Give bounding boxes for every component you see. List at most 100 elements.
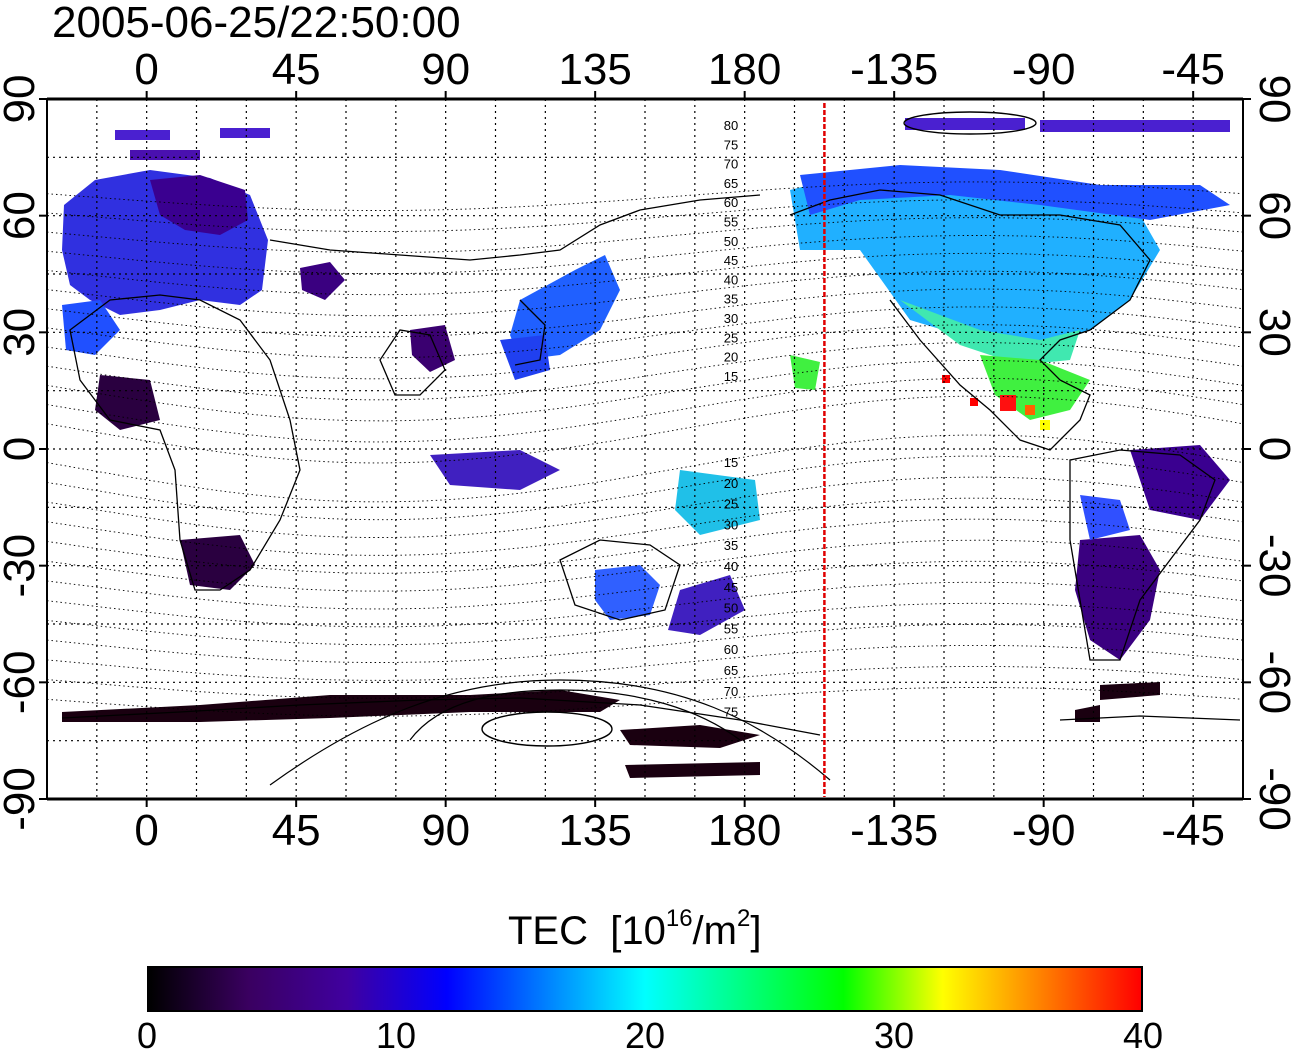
lat-label-right: -90 [1250,767,1292,831]
lon-label-top: -90 [1012,45,1076,94]
colorbar-tick-label: 20 [624,1015,666,1056]
contour-label-north: 75 [724,137,738,152]
magnetic-contour-line [47,560,1243,610]
magnetic-contour-line [47,687,1243,717]
lon-label-bottom: 45 [272,806,321,855]
lat-label-left: -60 [0,651,44,715]
colorbar-tick-label: 30 [873,1015,915,1056]
contour-label-north: 60 [724,195,738,210]
tec-patch-australia [595,565,660,620]
lon-label-bottom: -135 [850,806,938,855]
lon-label-top: 135 [558,45,631,94]
tec-patches [62,118,1230,778]
contour-label-south: 30 [724,517,738,532]
lat-label-right: 60 [1250,191,1292,240]
lat-label-left: 30 [0,308,44,357]
tec-patch-pacific-cyan [675,470,760,535]
magnetic-contours [47,181,1243,717]
contour-label-north: 45 [724,253,738,268]
contour-north-pole [903,111,1037,135]
lon-label-top: 0 [134,45,158,94]
contour-south-pole-outer [269,679,831,786]
contour-label-north: 35 [724,292,738,307]
lat-label-left: 0 [0,437,44,461]
contour-label-south: 15 [724,455,738,470]
lat-label-left: 60 [0,191,44,240]
lat-label-left: 90 [0,75,44,124]
magnetic-contour-line [47,288,1243,338]
magnetic-contour-line [47,181,1243,211]
map-timestamp: 2005-06-25/22:50:00 [52,0,461,47]
colorbar-tick-label: 10 [375,1015,417,1056]
coastlines [61,189,1241,736]
colorbar-tick-label: 0 [136,1015,158,1056]
contour-label-south: 55 [724,621,738,636]
contour-label-north: 15 [724,369,738,384]
tec-patch-china-coast [500,335,550,380]
lat-label-right: 30 [1250,308,1292,357]
graticule [47,99,1243,799]
contour-label-south: 20 [724,476,738,491]
contour-label-south: 60 [724,642,738,657]
contour-label-north: 30 [724,311,738,326]
axis-ticks: 0045459090135135180180-135-135-90-90-45-… [0,45,1292,855]
contour-label-south: 75 [724,705,738,720]
lon-label-bottom: 135 [558,806,631,855]
lat-label-right: -30 [1250,534,1292,598]
colorbar-title: TEC [1016/m2] [508,905,762,954]
contour-label-north: 70 [724,157,738,172]
magnetic-contour-line [47,665,1243,699]
tec-patch-iberia [62,300,120,355]
tec-patch-japan [510,255,620,360]
tec-patch-south-africa [180,535,255,590]
tec-patch-mexico-pacific [1000,395,1016,411]
colorbar-tick-label: 40 [1122,1015,1164,1056]
contour-label-south: 25 [724,497,738,512]
magnetic-contour-line [47,395,1243,464]
contour-label-north: 50 [724,234,738,249]
tec-patch-indonesia [430,450,560,490]
contour-south-pole-inner [481,711,613,747]
tec-patch-scandinavia [150,175,248,235]
magnetic-contour-line [47,581,1243,628]
tec-patch-india [410,325,455,372]
magnetic-contour-line [47,199,1243,233]
lat-label-left: -90 [0,767,44,831]
contour-label-south: 70 [724,684,738,699]
magnetic-contour-line [47,623,1243,663]
lat-label-right: 0 [1250,437,1292,461]
contour-labels: 80 75 70 65 60 55 50 45 40 35 30 25 20 15 15 20 25 30 35 40… [724,118,738,720]
tec-patch-south-america [1075,535,1160,660]
lon-label-top: -135 [850,45,938,94]
lon-label-top: -45 [1161,45,1225,94]
tec-patch-nz [668,575,745,635]
contour-label-south: 45 [724,580,738,595]
lon-label-bottom: -90 [1012,806,1076,855]
magnetic-contour-line [47,217,1243,254]
lon-label-bottom: -45 [1161,806,1225,855]
tec-patch-brazil [1130,445,1230,520]
magnetic-contour-line [47,434,1243,503]
lon-label-bottom: 0 [134,806,158,855]
lon-label-top: 90 [421,45,470,94]
lon-label-top: 180 [708,45,781,94]
contour-label-south: 50 [724,601,738,616]
contour-label-north: 55 [724,215,738,230]
lat-label-right: -60 [1250,651,1292,715]
tec-patch-africa [95,375,160,430]
contour-label-south: 65 [724,663,738,678]
contour-label-north: 25 [724,330,738,345]
tec-patch-north-america [790,175,1160,350]
lon-label-bottom: 90 [421,806,470,855]
tec-patch-hawaii [790,355,820,390]
lat-label-left: -30 [0,534,44,598]
contour-label-south: 40 [724,559,738,574]
tec-patch-canada [800,165,1230,220]
contour-label-south: 35 [724,538,738,553]
contour-label-north: 65 [724,176,738,191]
magnetic-contour-line [47,252,1243,296]
tec-patch-asia [300,262,345,300]
contour-label-north: 20 [724,350,738,365]
colorbar [147,966,1143,1012]
